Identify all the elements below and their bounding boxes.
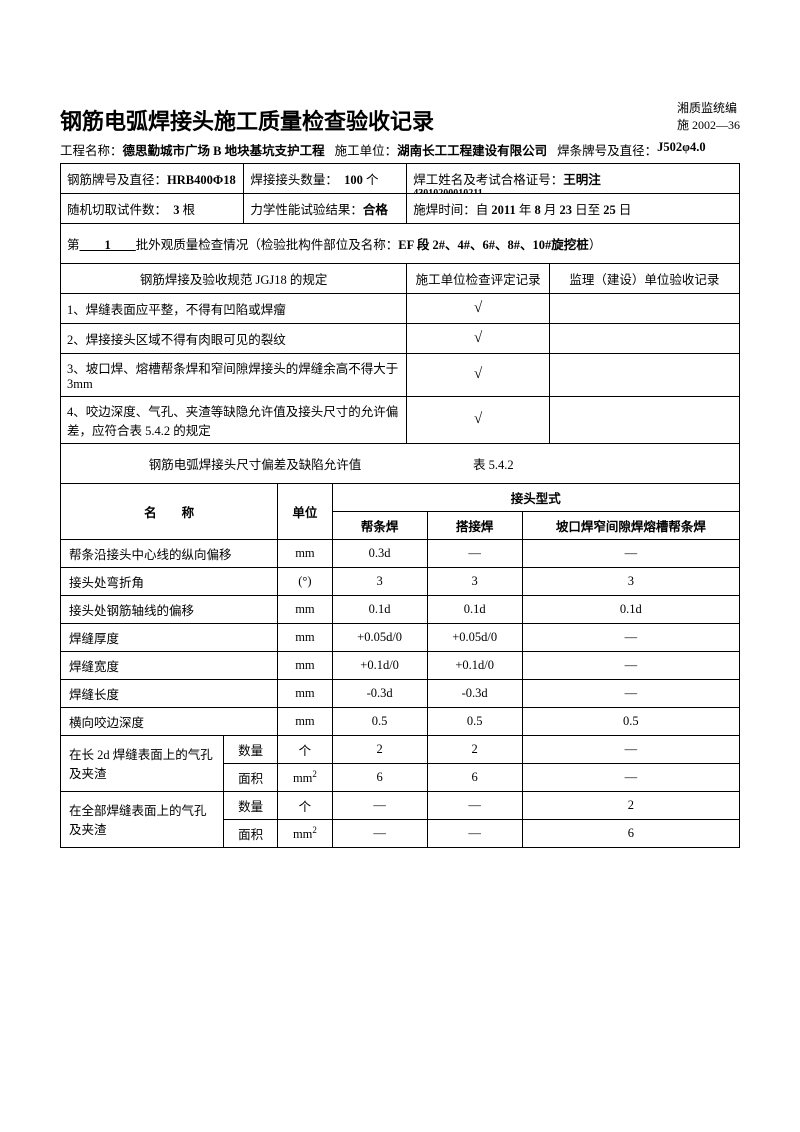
table-row: 钢筋牌号及直径：HRB400Φ18 焊接接头数量： 100 个 焊工姓名及考试合… [61,163,740,193]
table-row: 随机切取试件数： 3 根 力学性能试验结果：合格 施焊时间：自 2011 年 8… [61,193,740,223]
unit-mm2: mm2 [278,763,332,791]
table-row: 在长 2d 焊缝表面上的气孔及夹渣数量个22— [61,735,740,763]
table-row: 2、焊接接头区域不得有肉眼可见的裂纹√ [61,323,740,353]
main-table: 钢筋牌号及直径：HRB400Φ18 焊接接头数量： 100 个 焊工姓名及考试合… [60,163,740,483]
page-title: 钢筋电弧焊接头施工质量检查验收记录 [60,104,677,136]
table-row: 在全部焊缝表面上的气孔及夹渣数量个——2 [61,791,740,819]
table-row: 焊缝厚度mm+0.05d/0+0.05d/0— [61,623,740,651]
info-line: 工程名称：德思勤城市广场 B 地块基坑支护工程 施工单位：湖南长工工程建设有限公… [60,140,740,159]
table-row: 接头处钢筋轴线的偏移mm0.1d0.1d0.1d [61,595,740,623]
doc-code: 湘质监统编 施 2002—36 [677,100,740,136]
table-row: 名 称 单位 接头型式 [61,483,740,511]
table-row: 横向咬边深度mm0.50.50.5 [61,707,740,735]
table-row: 焊缝长度mm-0.3d-0.3d— [61,679,740,707]
sub-title-row: 钢筋电弧焊接头尺寸偏差及缺陷允许值表 5.4.2 [61,443,740,483]
table-row: 1、焊缝表面应平整，不得有凹陷或焊瘤√ [61,293,740,323]
table-row: 接头处弯折角(°)333 [61,567,740,595]
table-row: 4、咬边深度、气孔、夹渣等缺隐允许值及接头尺寸的允许偏差，应符合表 5.4.2 … [61,396,740,443]
table-row: 焊缝宽度mm+0.1d/0+0.1d/0— [61,651,740,679]
table-row: 帮条沿接头中心线的纵向偏移mm0.3d—— [61,539,740,567]
unit-mm2: mm2 [278,819,332,847]
batch-row: 第 1 批外观质量检查情况（检验批构件部位及名称：EF 段 2#、4#、6#、8… [61,223,740,263]
table-row: 3、坡口焊、熔槽帮条焊和窄间隙焊接头的焊缝余高不得大于3mm√ [61,353,740,396]
header: 钢筋电弧焊接头施工质量检查验收记录 湘质监统编 施 2002—36 [60,100,740,136]
tolerance-table: 名 称 单位 接头型式 帮条焊 搭接焊 坡口焊窄间隙焊熔槽帮条焊 帮条沿接头中心… [60,483,740,848]
table-row: 钢筋焊接及验收规范 JGJ18 的规定 施工单位检查评定记录 监理（建设）单位验… [61,263,740,293]
